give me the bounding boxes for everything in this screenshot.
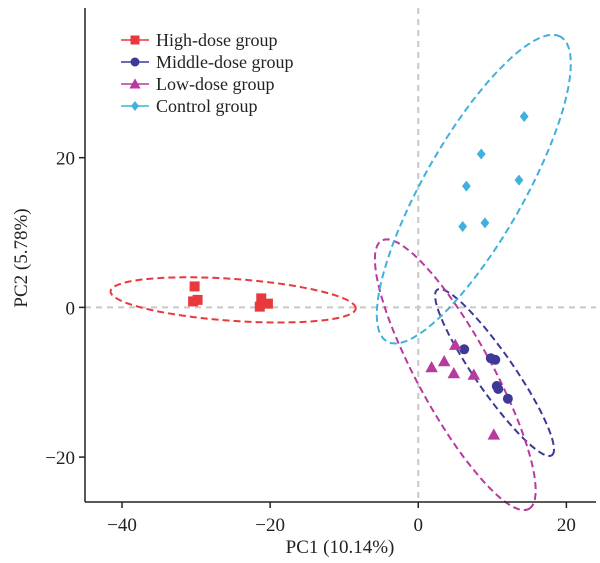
point-series-1-5 [502, 393, 513, 404]
point-series-2-0 [425, 361, 438, 373]
point-series-2-3 [447, 367, 461, 379]
x-tick-label-3: 20 [557, 515, 576, 536]
point-series-2-1 [437, 355, 451, 367]
zero-reference-lines [85, 8, 596, 502]
point-series-3-3 [514, 174, 524, 186]
legend-label-0: High-dose group [156, 30, 277, 50]
confidence-ellipses [109, 33, 572, 512]
y-tick-label-2: 20 [56, 149, 75, 170]
point-series-0-3 [256, 293, 267, 304]
x-tick-label-0: −40 [107, 515, 137, 536]
y-tick-label-0: −20 [45, 448, 75, 469]
x-tick-label-2: 0 [414, 515, 424, 536]
legend-marker-3 [131, 101, 139, 111]
point-series-1-0 [459, 344, 470, 355]
point-series-0-5 [262, 298, 273, 309]
legend-label-1: Middle-dose group [156, 52, 293, 72]
point-series-0-4 [254, 301, 265, 312]
x-axis-label: PC1 (10.14%) [286, 537, 395, 558]
point-series-0-2 [192, 294, 203, 305]
ellipse-series-0 [109, 276, 357, 324]
point-series-3-5 [480, 217, 490, 229]
legend-marker-1 [130, 57, 140, 67]
point-series-2-5 [487, 428, 501, 440]
point-series-3-2 [461, 180, 471, 192]
x-tick-label-1: −20 [255, 515, 285, 536]
point-series-2-2 [449, 338, 462, 350]
point-series-1-2 [490, 354, 501, 365]
y-axis-label: PC2 (5.78%) [11, 208, 32, 307]
point-series-0-0 [189, 281, 200, 292]
ellipse-series-1 [434, 288, 556, 458]
ellipse-series-3 [375, 33, 572, 345]
point-series-1-4 [493, 383, 504, 394]
y-tick-label-1: 0 [66, 298, 76, 319]
point-series-3-4 [458, 221, 468, 233]
ticks: −40 −20 0 20 −20 0 20 [45, 149, 576, 536]
legend-marker-2 [129, 78, 141, 89]
ellipse-series-2 [373, 238, 537, 512]
point-series-3-1 [476, 148, 486, 160]
legend-label-2: Low-dose group [156, 74, 274, 94]
legend-marker-0 [130, 35, 140, 45]
legend-label-3: Control group [156, 96, 258, 116]
axes [84, 8, 596, 503]
point-series-2-4 [467, 368, 481, 380]
data-points [188, 111, 529, 440]
point-series-3-0 [519, 111, 529, 123]
